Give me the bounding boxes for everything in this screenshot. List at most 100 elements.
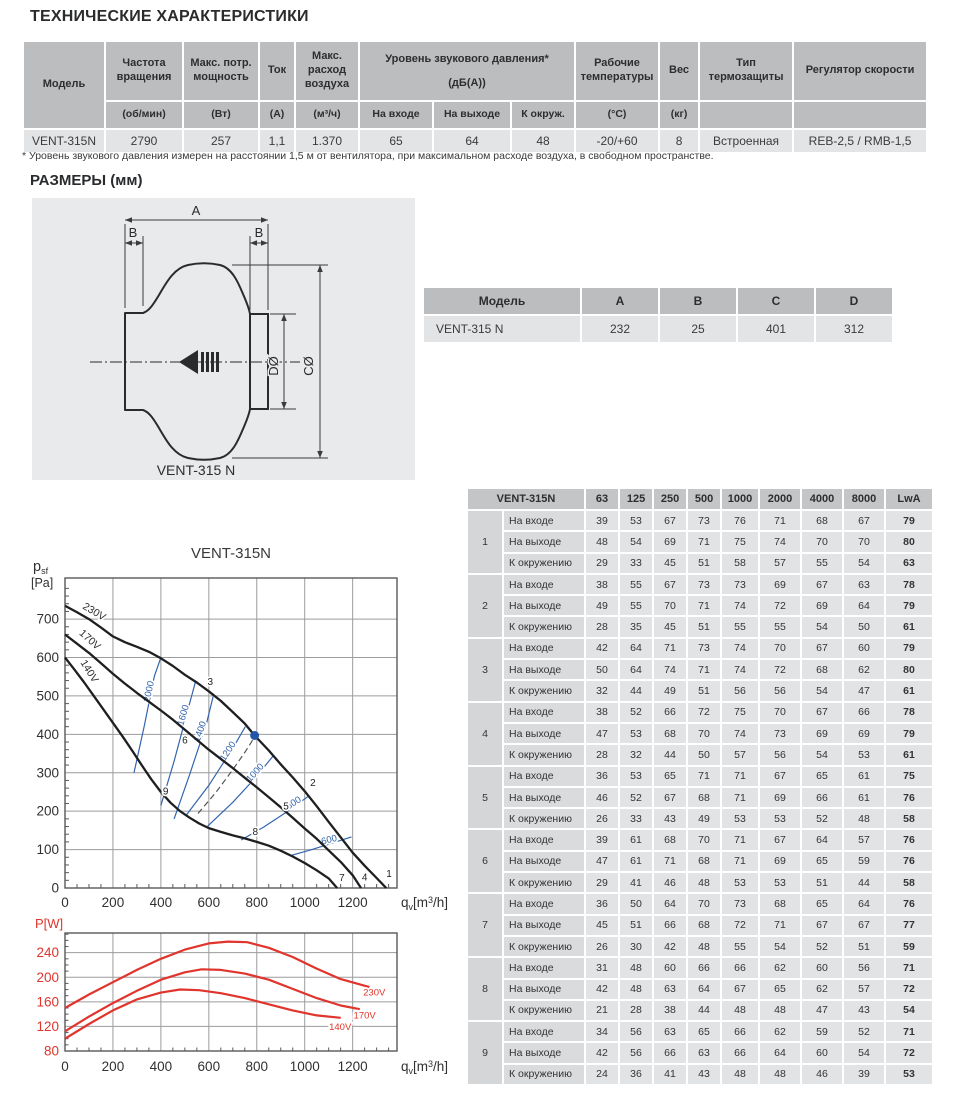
noise-value: 44 — [844, 873, 885, 893]
noise-value: 66 — [722, 958, 759, 978]
noise-row: К окружению 29 33 45 51 58 57 55 54 63 — [468, 553, 933, 573]
noise-row: 7 На входе 36 50 64 70 73 68 65 64 76 — [468, 894, 933, 957]
curve-label-140V: 140V — [329, 1022, 352, 1033]
spec-unit-power: (Вт) — [184, 102, 258, 128]
noise-value: 74 — [722, 638, 759, 659]
noise-lwa-value: 59 — [886, 936, 933, 957]
dimensions-table-wrap: Модель A B C D VENT-315 N 232 25 401 312 — [422, 286, 894, 344]
noise-value: 60 — [802, 1043, 843, 1063]
point-label-4: 4 — [362, 872, 368, 883]
noise-value: 63 — [654, 979, 687, 999]
noise-value: 54 — [844, 1043, 885, 1063]
noise-value: 54 — [620, 532, 653, 552]
spec-unit-airflow: (м³/ч) — [296, 102, 358, 128]
noise-value: 62 — [760, 1022, 801, 1042]
spec-col-protection: Тип термозащиты — [700, 42, 793, 100]
noise-value: 64 — [844, 596, 885, 616]
noise-lwa-value: 54 — [886, 1000, 933, 1021]
noise-row: 1 На входе 39 53 67 73 76 71 68 67 79 — [468, 511, 933, 573]
noise-value: 57 — [844, 979, 885, 999]
x-axis-label: qv[m3/h] — [401, 1059, 448, 1076]
noise-value: 45 — [586, 915, 619, 935]
noise-value: 67 — [654, 511, 687, 531]
noise-lwa-value: 61 — [886, 681, 933, 701]
noise-group-number: 7 — [468, 894, 502, 957]
noise-value: 50 — [844, 617, 885, 637]
noise-value: 73 — [688, 638, 721, 659]
noise-value: 50 — [620, 894, 653, 914]
noise-value: 67 — [722, 979, 759, 999]
noise-value: 48 — [722, 1064, 759, 1085]
noise-group-number: 3 — [468, 638, 502, 701]
noise-value: 70 — [654, 596, 687, 616]
noise-value: 65 — [802, 851, 843, 872]
iso-line-1600 — [160, 681, 197, 806]
noise-value: 73 — [688, 574, 721, 595]
curve-label-230V: 230V — [81, 600, 108, 623]
spec-sub-surround: К окруж. — [512, 102, 575, 128]
noise-value: 48 — [620, 979, 653, 999]
spec-col-model: Модель — [24, 42, 104, 128]
noise-value: 66 — [654, 1043, 687, 1063]
noise-group-number: 9 — [468, 1022, 502, 1085]
spec-col-regulator: Регулятор скорости — [794, 42, 927, 100]
noise-value: 61 — [844, 766, 885, 786]
noise-row: На выходе 47 61 71 68 71 69 65 59 76 — [468, 851, 933, 872]
noise-row-label: К окружению — [504, 1064, 585, 1085]
spec-value-weight: 8 — [660, 130, 699, 152]
noise-value: 69 — [802, 596, 843, 616]
noise-value: 46 — [586, 787, 619, 808]
noise-lwa-value: 79 — [886, 596, 933, 616]
plot-frame — [64, 577, 398, 889]
noise-value: 48 — [722, 1000, 759, 1021]
dims-value-model: VENT-315 N — [424, 316, 580, 342]
noise-value: 64 — [844, 894, 885, 914]
noise-value: 69 — [760, 574, 801, 595]
noise-value: 42 — [586, 979, 619, 999]
noise-value: 53 — [620, 766, 653, 786]
noise-value: 39 — [586, 511, 619, 531]
dimension-c-arrow — [317, 451, 323, 458]
noise-table: VENT-315N 63 125 250 500 1000 2000 4000 8000 LwA … — [466, 487, 934, 1086]
noise-value: 49 — [688, 809, 721, 829]
noise-value: 72 — [688, 702, 721, 722]
noise-row-label: На выходе — [504, 851, 585, 872]
noise-value: 73 — [688, 511, 721, 531]
iso-label: 2000 — [142, 680, 157, 703]
curve-140V — [64, 988, 341, 1040]
noise-value: 68 — [802, 660, 843, 680]
noise-row-label: К окружению — [504, 681, 585, 701]
noise-row: 3 На входе 42 64 71 73 74 70 67 60 79 — [468, 638, 933, 701]
noise-value: 60 — [802, 958, 843, 978]
dimension-c-arrow — [317, 265, 323, 272]
noise-row: На выходе 49 55 70 71 74 72 69 64 79 — [468, 596, 933, 616]
noise-value: 56 — [620, 1022, 653, 1042]
noise-value: 26 — [586, 936, 619, 957]
noise-value: 33 — [620, 553, 653, 573]
curve-label-170V: 170V — [354, 1010, 377, 1021]
noise-value: 66 — [654, 702, 687, 722]
dims-value-a: 232 — [582, 316, 658, 342]
noise-value: 68 — [688, 851, 721, 872]
noise-row-label: На входе — [504, 958, 585, 978]
noise-value: 43 — [688, 1064, 721, 1085]
noise-value: 67 — [844, 915, 885, 935]
noise-value: 55 — [802, 553, 843, 573]
noise-value: 41 — [620, 873, 653, 893]
spec-col-airflow: Макс. расход воздуха — [296, 42, 358, 100]
noise-value: 64 — [620, 660, 653, 680]
noise-value: 42 — [586, 638, 619, 659]
noise-row-label: На входе — [504, 766, 585, 786]
x-tick-label: 1200 — [338, 895, 368, 910]
spec-col-temp: Рабочие температуры — [576, 42, 659, 100]
noise-value: 47 — [586, 723, 619, 744]
noise-value: 35 — [620, 617, 653, 637]
spec-col-current: Ток — [260, 42, 294, 100]
noise-value: 64 — [802, 830, 843, 850]
y-tick-label: 240 — [36, 945, 59, 960]
noise-value: 36 — [586, 766, 619, 786]
noise-value: 63 — [688, 1043, 721, 1063]
noise-value: 29 — [586, 553, 619, 573]
spec-unit-protection — [700, 102, 793, 128]
noise-value: 52 — [802, 809, 843, 829]
